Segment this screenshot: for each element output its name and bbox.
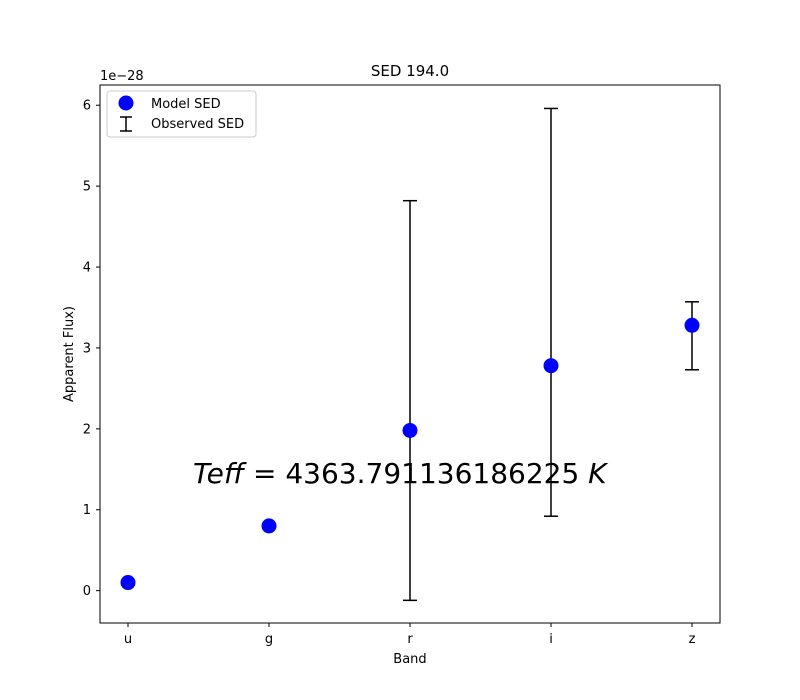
legend-box — [106, 90, 257, 138]
y-tick-label: 5 — [83, 180, 91, 195]
y-tick-label: 6 — [83, 99, 91, 114]
data-marks — [120, 107, 700, 602]
y-tick-label: 3 — [83, 341, 91, 356]
y-axis: 0 1 2 3 4 5 6 — [83, 99, 100, 599]
legend-model-marker — [118, 95, 134, 111]
y-tick-label: 0 — [83, 584, 91, 599]
model-sed-point — [261, 518, 277, 534]
x-tick-label: g — [265, 632, 273, 647]
y-tick-label: 2 — [83, 422, 91, 437]
y-scale-offset: 1e−28 — [100, 69, 144, 84]
y-axis-label: Apparent Flux) — [62, 306, 77, 402]
observed-errorbar — [544, 107, 558, 517]
x-tick-label: z — [689, 632, 696, 647]
x-axis-label: Band — [393, 652, 426, 667]
model-sed-point — [120, 575, 136, 591]
teff-annotation: Teff = 4363.791136186225 K — [193, 457, 609, 490]
teff-value: = 4363.791136186225 — [244, 457, 588, 490]
legend-observed-label: Observed SED — [151, 117, 244, 132]
chart-title: SED 194.0 — [371, 62, 449, 80]
observed-errorbar — [403, 199, 417, 602]
observed-errorbar — [685, 301, 699, 371]
x-tick-label: r — [407, 632, 413, 647]
legend-observed-marker — [120, 116, 132, 132]
legend: Model SED Observed SED — [106, 90, 257, 138]
legend-model-label: Model SED — [151, 97, 221, 112]
teff-symbol: Teff — [193, 457, 247, 490]
model-sed-point — [684, 317, 700, 333]
x-tick-label: i — [549, 632, 553, 647]
teff-unit: K — [588, 457, 609, 490]
model-sed-point — [402, 422, 418, 438]
y-tick-label: 4 — [83, 261, 91, 276]
model-sed-point — [543, 358, 559, 374]
y-tick-label: 1 — [83, 503, 91, 518]
x-tick-label: u — [124, 632, 132, 647]
